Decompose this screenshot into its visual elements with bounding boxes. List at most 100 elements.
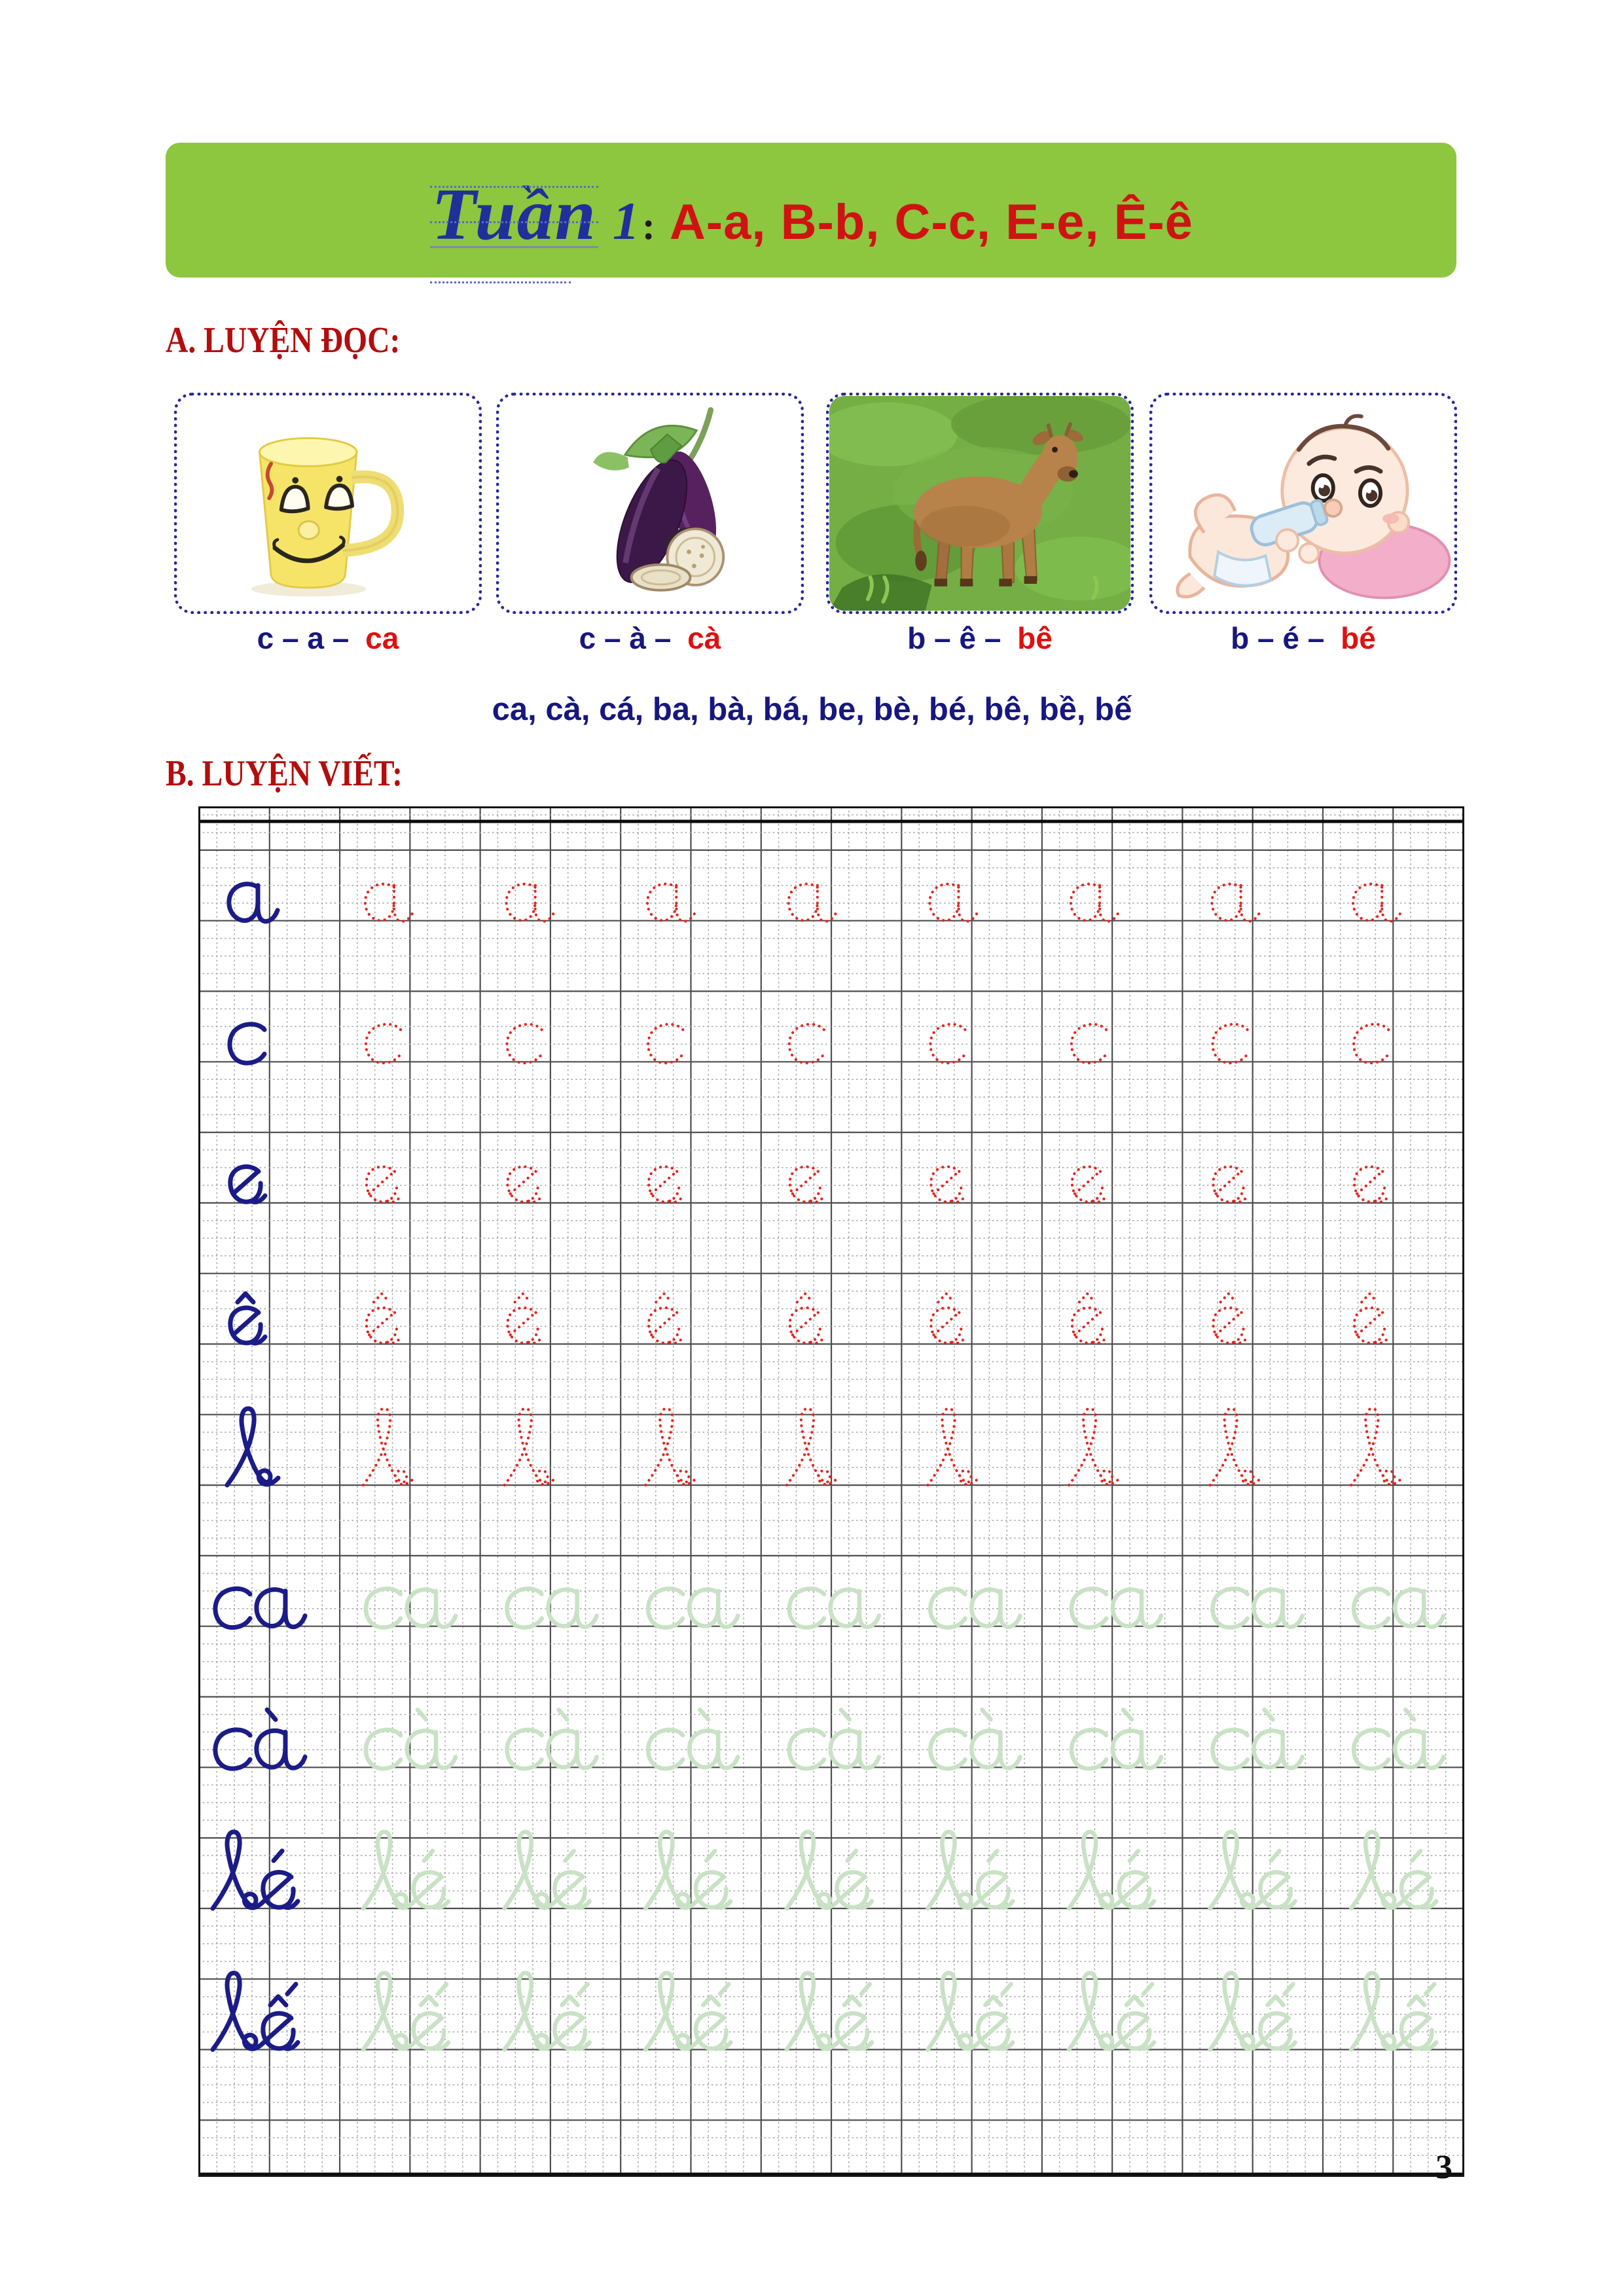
- flashcard-ca: [174, 393, 482, 614]
- week-letters-list: A-a, B-b, C-c, E-e, Ê-ê: [669, 194, 1193, 250]
- caption-cà: c – à – cà: [496, 620, 804, 656]
- trace-letter: [644, 1407, 698, 1487]
- trace-letter: [788, 1292, 826, 1345]
- model-letter: [210, 1829, 300, 1911]
- trace-letter: [364, 1022, 403, 1065]
- trace-letter: [647, 1292, 685, 1345]
- trace-letter: [646, 1708, 740, 1771]
- trace-letter: [505, 1587, 599, 1630]
- handwriting-guide-line: [430, 221, 598, 223]
- trace-letter: [1069, 882, 1121, 923]
- model-letter: [228, 1291, 268, 1346]
- caption-ca: c – a – ca: [174, 620, 482, 656]
- trace-letter: [505, 1022, 543, 1065]
- trace-letter: [1352, 1587, 1446, 1630]
- trace-letter: [928, 1708, 1022, 1771]
- trace-letter: [361, 1407, 416, 1487]
- trace-letter: [1070, 1022, 1108, 1065]
- trace-letter: [1208, 1829, 1297, 1911]
- week-script-word: Tuần: [431, 174, 597, 255]
- model-letter: [213, 1707, 308, 1771]
- trace-letter: [1069, 1708, 1164, 1771]
- trace-letter: [363, 882, 416, 923]
- trace-letter: [502, 1971, 592, 2052]
- trace-letter: [643, 1829, 733, 1911]
- trace-letter: [787, 1022, 825, 1065]
- page-number: 3: [1435, 2149, 1453, 2186]
- syllable-result: ca: [365, 621, 399, 655]
- syllable-result: bê: [1017, 621, 1053, 655]
- trace-letter: [1352, 1022, 1390, 1065]
- trace-letter: [1212, 1165, 1250, 1204]
- trace-letter: [361, 1971, 451, 2052]
- trace-letter: [784, 1971, 875, 2052]
- trace-letter: [1352, 882, 1403, 923]
- syllable-line: ca, cà, cá, ba, bà, bá, be, bè, bé, bê, …: [492, 692, 1132, 727]
- sound-parts: c – à –: [579, 621, 672, 655]
- trace-letter: [365, 1165, 403, 1204]
- handwriting-guide-line: [430, 186, 598, 188]
- model-letter: [228, 1164, 268, 1205]
- flashcard-cà: [496, 393, 804, 614]
- cup-image: [251, 437, 405, 597]
- trace-letter: [1212, 1292, 1250, 1345]
- caption-bê: b – ê – bê: [826, 620, 1134, 656]
- trace-letter: [928, 882, 980, 923]
- model-letter: [226, 882, 280, 924]
- trace-letter: [361, 1829, 451, 1911]
- trace-letter: [1348, 1829, 1439, 1911]
- trace-letter: [363, 1708, 458, 1771]
- trace-letter: [929, 1165, 967, 1204]
- trace-letter: [1070, 1292, 1109, 1345]
- trace-letter: [643, 1971, 733, 2052]
- trace-letter: [1066, 1829, 1157, 1911]
- caption-bé: b – é – bé: [1149, 620, 1457, 656]
- sound-parts: b – ê –: [907, 621, 1001, 655]
- trace-letter: [502, 1829, 592, 1911]
- calf-image: [829, 396, 1130, 611]
- handwriting-guide-line: [430, 245, 598, 248]
- model-letter: [213, 1586, 308, 1630]
- trace-letter: [1353, 1165, 1391, 1204]
- sound-parts: c – a –: [257, 621, 350, 655]
- section-b-title: B. LUYỆN VIẾT:: [166, 753, 403, 794]
- trace-letter: [1208, 1971, 1297, 2052]
- handwriting-guide-line: [430, 281, 571, 283]
- trace-letter: [787, 882, 839, 923]
- trace-letter: [506, 1292, 544, 1345]
- trace-letter: [1070, 1165, 1109, 1204]
- trace-letter: [365, 1292, 403, 1345]
- trace-letter: [1348, 1971, 1439, 2052]
- trace-letter: [647, 1165, 685, 1204]
- trace-letter: [1210, 1708, 1305, 1771]
- trace-letter: [646, 1587, 740, 1630]
- sound-parts: b – é –: [1231, 621, 1325, 655]
- trace-letter: [506, 1165, 544, 1204]
- trace-letter: [503, 1407, 557, 1487]
- model-letter: [210, 1971, 300, 2052]
- trace-letter: [787, 1708, 882, 1771]
- baby-image: [1176, 414, 1451, 600]
- week-banner: Tuần 1 : A-a, B-b, C-c, E-e, Ê-ê: [166, 143, 1456, 283]
- trace-letter: [1210, 1587, 1305, 1630]
- trace-letter: [1353, 1292, 1391, 1345]
- trace-letter: [1352, 1708, 1446, 1771]
- trace-letter: [1210, 882, 1262, 923]
- trace-letter: [1350, 1407, 1404, 1487]
- trace-letter: [788, 1165, 826, 1204]
- week-number: 1: [612, 191, 640, 251]
- trace-letter: [787, 1587, 882, 1630]
- trace-letter: [1066, 1971, 1157, 2052]
- trace-letter: [784, 1829, 875, 1911]
- trace-letter: [926, 1829, 1015, 1911]
- section-a-title: A. LUYỆN ĐỌC:: [166, 320, 401, 361]
- flashcard-bé: [1149, 393, 1457, 614]
- syllable-result: bé: [1341, 621, 1376, 655]
- script-word-wrap: Tuần: [429, 178, 604, 283]
- trace-letter: [363, 1587, 458, 1630]
- syllable-result: cà: [687, 621, 721, 655]
- trace-letter: [929, 1292, 967, 1345]
- trace-letter: [926, 1971, 1015, 2052]
- eggplant-image: [593, 407, 725, 592]
